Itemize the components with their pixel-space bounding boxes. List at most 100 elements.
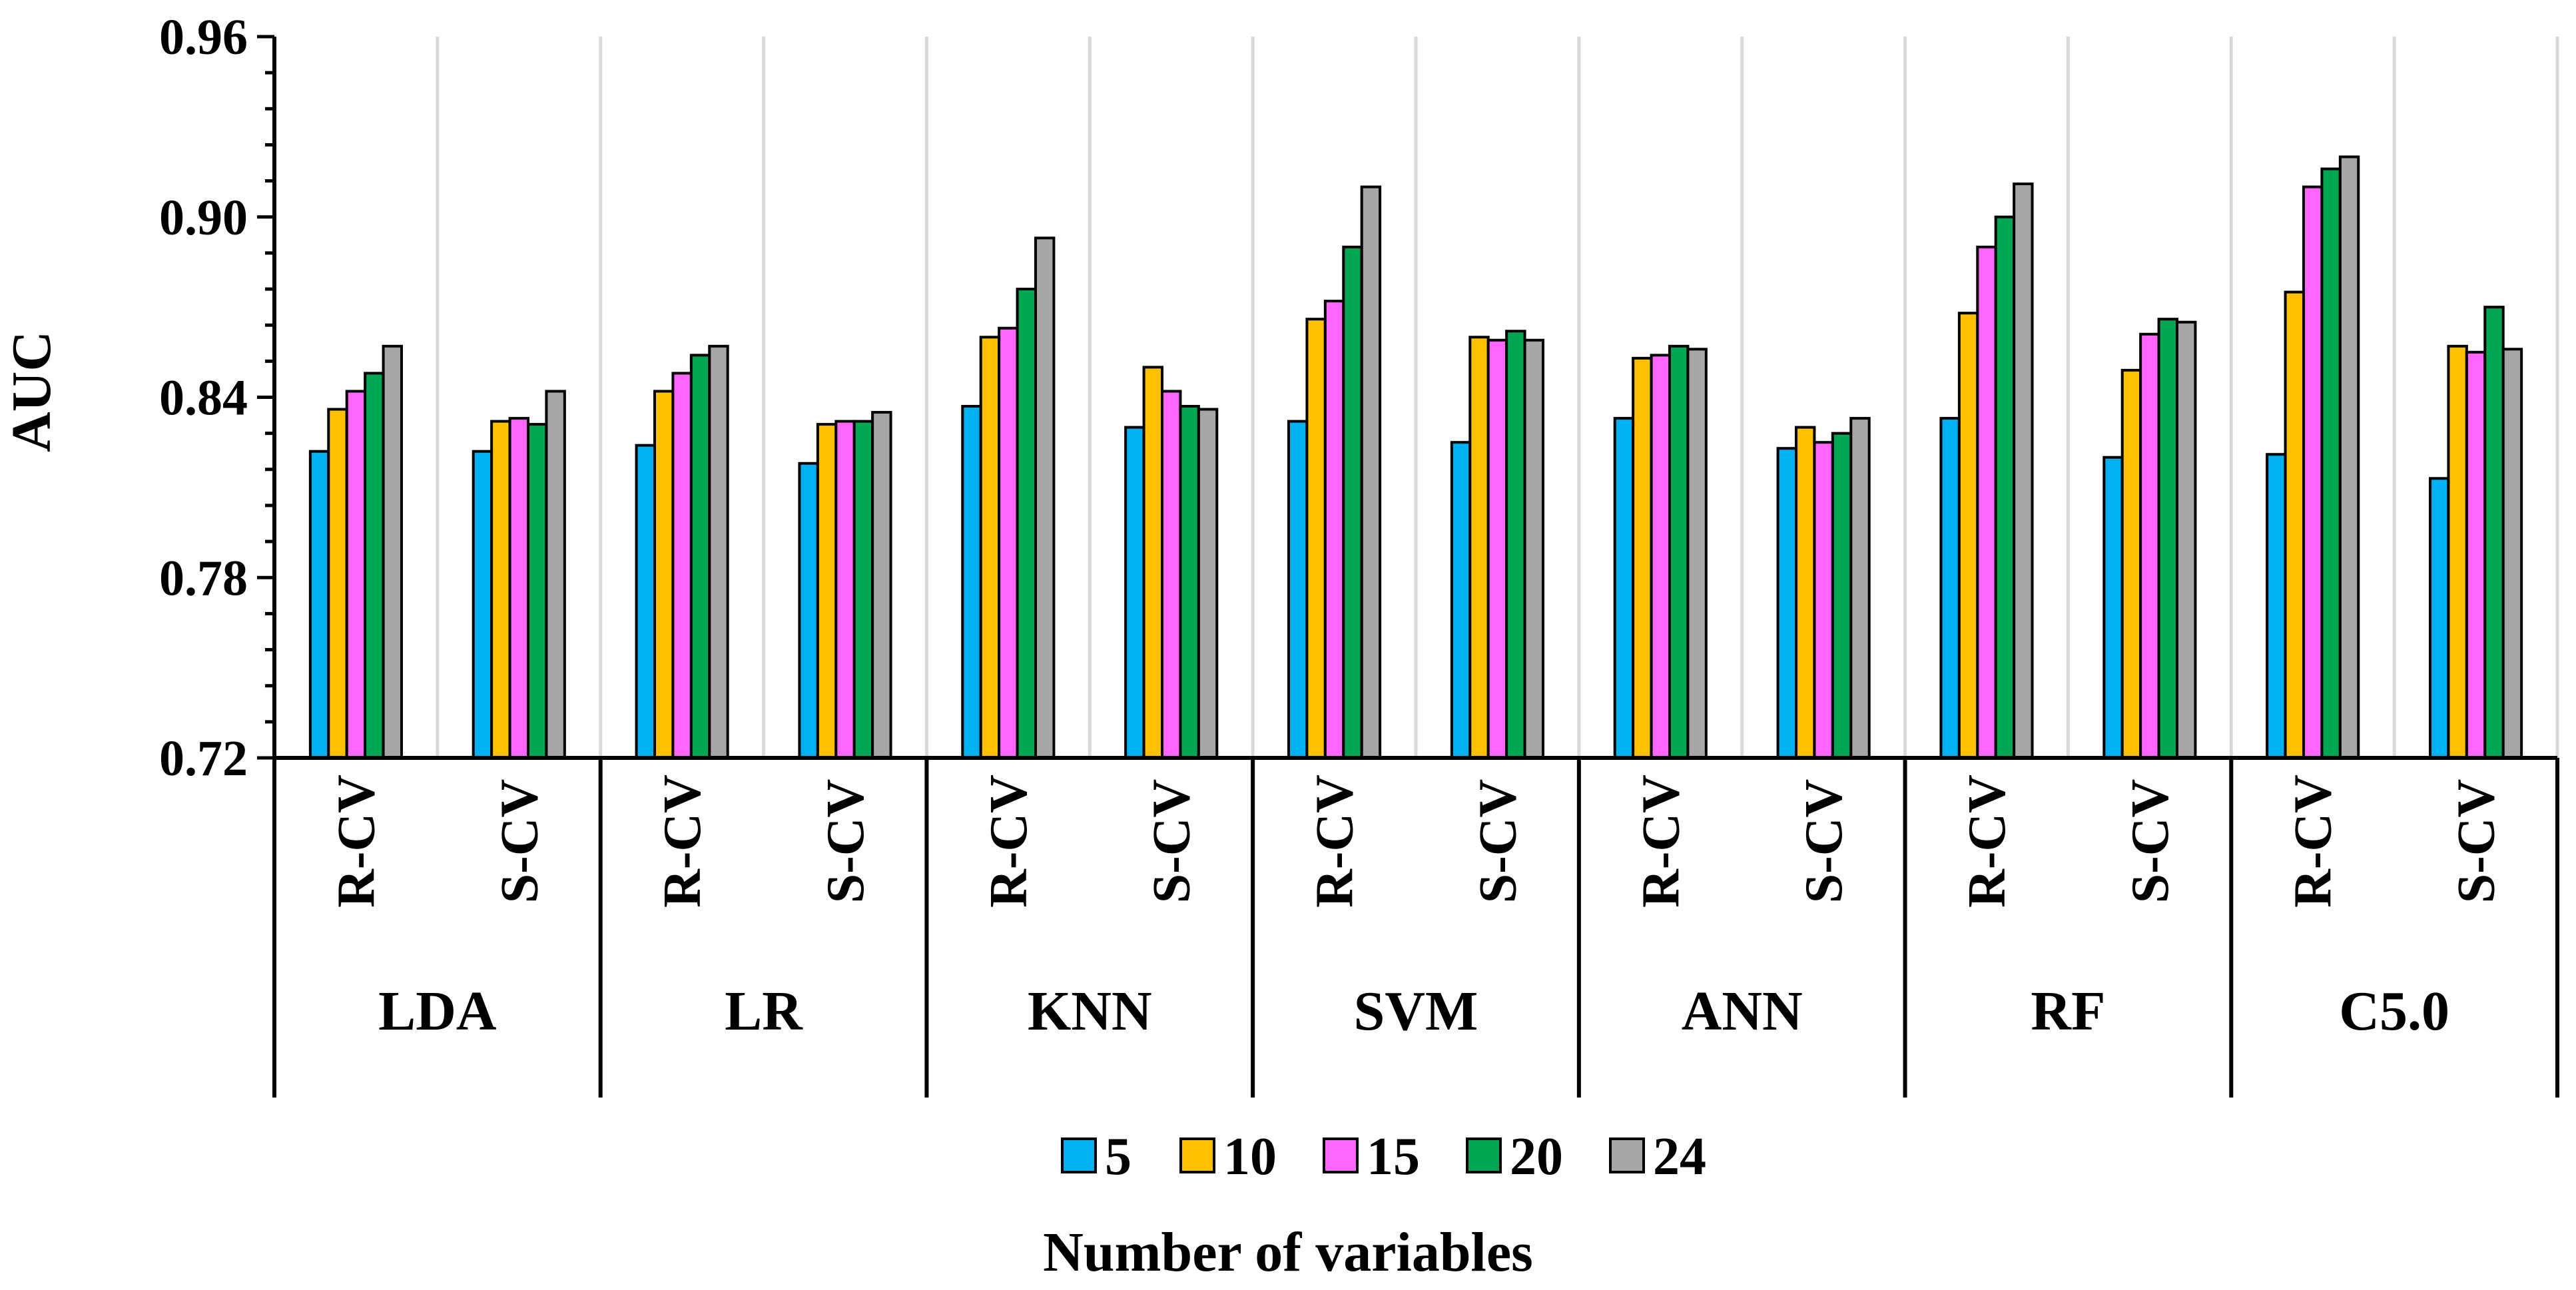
- bar-5-c5-0-r-cv: [2266, 453, 2287, 759]
- cv-label: R-CV: [1958, 775, 2017, 908]
- legend-swatch-24: [1609, 1137, 1645, 1173]
- legend-label-10: 10: [1223, 1128, 1277, 1186]
- bar-20-c5-0-s-cv: [2483, 306, 2505, 759]
- bar-24-ann-r-cv: [1686, 348, 1708, 759]
- bar-20-lr-r-cv: [689, 354, 711, 759]
- bar-24-lda-s-cv: [545, 390, 566, 759]
- bar-24-lr-s-cv: [871, 411, 892, 759]
- bar-10-lr-r-cv: [653, 390, 675, 759]
- bar-15-lr-s-cv: [834, 420, 856, 759]
- y-tick-label: 0.84: [159, 370, 248, 426]
- legend-label-15: 15: [1367, 1128, 1420, 1186]
- bar-15-knn-r-cv: [998, 326, 1019, 759]
- legend-swatch-10: [1179, 1137, 1215, 1173]
- bar-15-lda-r-cv: [345, 390, 367, 759]
- bar-5-knn-s-cv: [1124, 426, 1145, 759]
- bar-20-ann-s-cv: [1831, 432, 1853, 760]
- bar-20-ann-r-cv: [1668, 344, 1690, 759]
- model-label: C5.0: [2339, 980, 2449, 1042]
- axes: [257, 35, 2559, 1098]
- bar-5-ann-r-cv: [1613, 417, 1635, 760]
- bar-5-knn-r-cv: [961, 405, 982, 759]
- bar-24-c5-0-s-cv: [2501, 348, 2523, 759]
- cv-label: R-CV: [1632, 775, 1690, 908]
- bar-15-ann-r-cv: [1650, 354, 1671, 759]
- bar-10-c5-0-r-cv: [2284, 290, 2306, 759]
- bar-10-lda-s-cv: [490, 420, 511, 759]
- y-tick-label: 0.90: [159, 190, 248, 246]
- bar-15-rf-r-cv: [1976, 245, 1997, 759]
- cv-label: S-CV: [2121, 779, 2180, 904]
- cv-label: S-CV: [1795, 779, 1853, 904]
- bar-15-rf-s-cv: [2139, 332, 2160, 759]
- y-tick-label: 0.96: [159, 9, 248, 65]
- y-tick-label: 0.78: [159, 550, 248, 606]
- model-label: KNN: [1028, 980, 1152, 1042]
- bar-10-ann-r-cv: [1632, 356, 1653, 759]
- bar-10-ann-s-cv: [1795, 426, 1816, 759]
- bar-20-lda-r-cv: [364, 372, 385, 759]
- bar-20-knn-r-cv: [1016, 288, 1037, 759]
- bar-20-svm-s-cv: [1505, 330, 1526, 760]
- bar-15-svm-s-cv: [1486, 338, 1508, 759]
- bar-10-svm-s-cv: [1468, 336, 1490, 759]
- bar-24-rf-r-cv: [2013, 182, 2034, 759]
- cv-label: S-CV: [816, 779, 875, 904]
- bar-10-knn-r-cv: [979, 336, 1001, 759]
- bar-5-rf-r-cv: [1939, 417, 1961, 760]
- bar-24-lda-r-cv: [382, 344, 403, 759]
- bar-5-svm-s-cv: [1450, 441, 1472, 759]
- bar-20-svm-r-cv: [1342, 245, 1363, 759]
- model-label: ANN: [1682, 980, 1803, 1042]
- bar-20-lr-s-cv: [852, 420, 874, 759]
- bar-15-c5-0-r-cv: [2302, 185, 2324, 759]
- bar-24-svm-r-cv: [1360, 185, 1382, 759]
- bar-15-svm-r-cv: [1323, 300, 1345, 760]
- bar-10-lr-s-cv: [816, 423, 838, 759]
- legend: 5 10 15 20 24: [1061, 1128, 1706, 1186]
- cv-label: S-CV: [2447, 779, 2506, 904]
- bar-15-knn-s-cv: [1161, 390, 1182, 759]
- legend-swatch-20: [1466, 1137, 1502, 1173]
- model-label: RF: [2031, 980, 2105, 1042]
- cv-label: R-CV: [1306, 775, 1365, 908]
- cv-label: R-CV: [2284, 775, 2343, 908]
- bar-24-knn-s-cv: [1197, 408, 1219, 759]
- legend-label-20: 20: [1510, 1128, 1563, 1186]
- bar-5-lda-r-cv: [308, 450, 330, 759]
- bar-5-lda-s-cv: [472, 450, 493, 759]
- model-label: LR: [725, 980, 803, 1042]
- cv-label: S-CV: [490, 779, 549, 904]
- bar-20-rf-r-cv: [1994, 215, 2016, 759]
- bar-20-rf-s-cv: [2157, 318, 2178, 759]
- bar-15-ann-s-cv: [1813, 441, 1834, 759]
- y-tick-label: 0.72: [159, 731, 248, 787]
- cv-label: R-CV: [653, 775, 712, 908]
- legend-label-24: 24: [1653, 1128, 1706, 1186]
- bar-5-c5-0-s-cv: [2429, 477, 2450, 760]
- bar-24-rf-s-cv: [2175, 320, 2197, 759]
- gridlines: [436, 37, 2559, 758]
- bar-24-ann-s-cv: [1849, 417, 1871, 760]
- bar-10-svm-r-cv: [1305, 318, 1327, 759]
- legend-swatch-5: [1061, 1137, 1097, 1173]
- bar-20-lda-s-cv: [526, 423, 548, 759]
- bar-5-lr-s-cv: [798, 462, 819, 760]
- bars: [308, 155, 2523, 760]
- bar-24-knn-r-cv: [1034, 236, 1056, 759]
- bar-5-lr-r-cv: [635, 444, 657, 759]
- model-label: LDA: [378, 980, 497, 1042]
- bar-5-svm-r-cv: [1287, 420, 1309, 759]
- legend-label-5: 5: [1105, 1128, 1131, 1186]
- bar-20-c5-0-r-cv: [2320, 167, 2342, 760]
- bar-10-c5-0-s-cv: [2447, 344, 2468, 759]
- bar-15-lda-s-cv: [508, 417, 529, 760]
- bar-5-ann-s-cv: [1776, 447, 1798, 760]
- cv-label: R-CV: [327, 775, 386, 908]
- labels: 0.72 0.78 0.84 0.90 0.96 R-CV S-CV R-CV S-CV R-CV…: [159, 9, 2506, 1042]
- bar-15-lr-r-cv: [671, 372, 693, 759]
- model-label: SVM: [1354, 980, 1478, 1042]
- bar-24-lr-r-cv: [708, 344, 729, 759]
- bar-15-c5-0-s-cv: [2465, 350, 2487, 759]
